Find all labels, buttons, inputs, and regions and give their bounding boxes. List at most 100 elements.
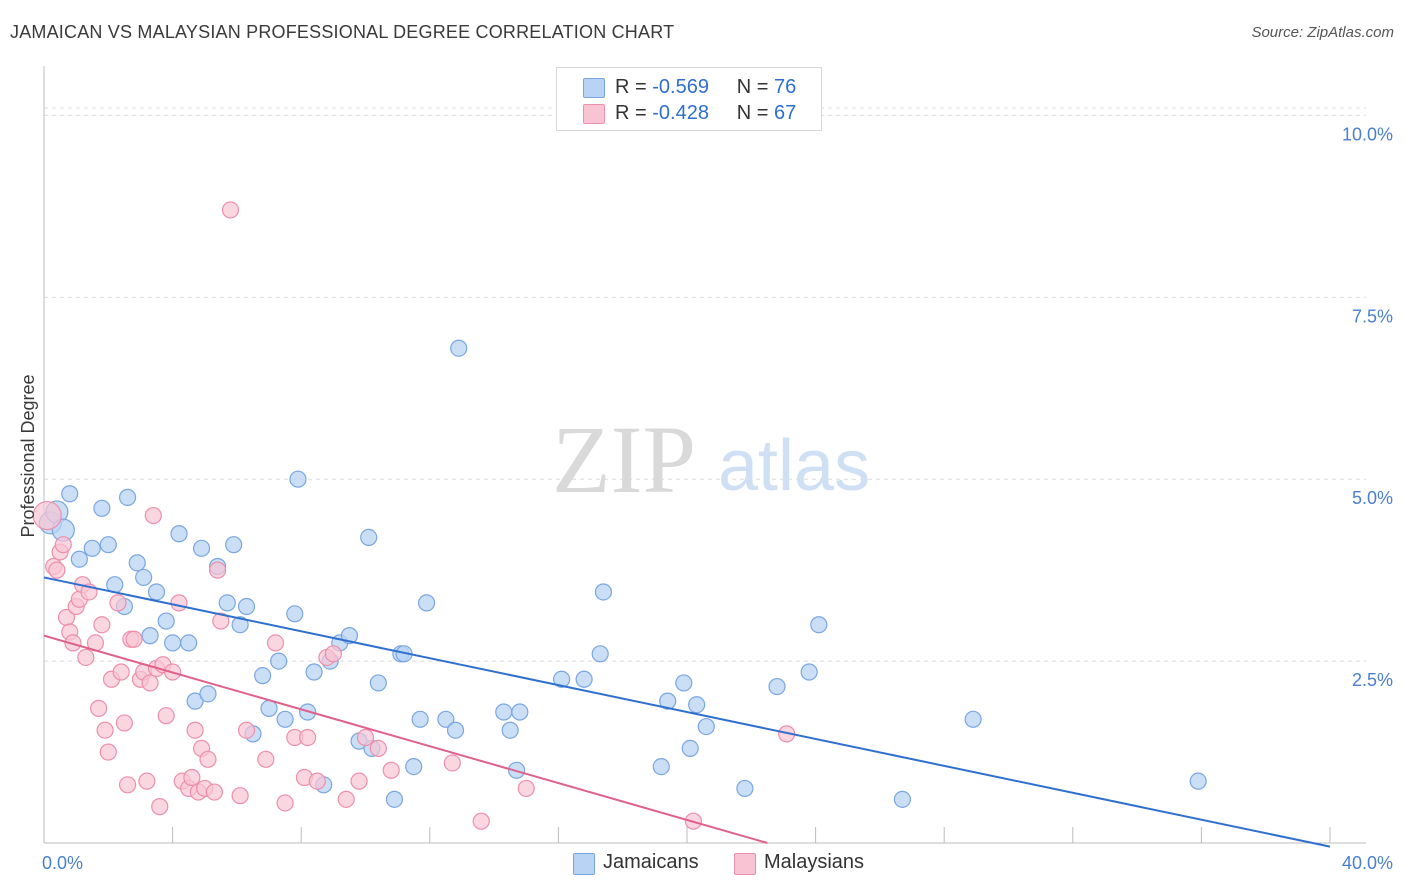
- jamaicans-point: [128, 554, 146, 572]
- jamaicans-point: [186, 692, 204, 710]
- jamaicans-point: [141, 627, 159, 645]
- jamaicans-point: [810, 616, 828, 634]
- source-label: Source: ZipAtlas.com: [1251, 24, 1394, 41]
- jamaicans-point: [218, 594, 236, 612]
- jamaicans-point: [405, 757, 423, 776]
- malaysians-point: [157, 707, 175, 725]
- jamaicans-point: [180, 634, 198, 652]
- jamaicans-point: [369, 674, 387, 692]
- jamaicans-trend-line: [43, 576, 1331, 848]
- malaysians-trend-line: [43, 634, 768, 844]
- malaysians-point: [237, 721, 256, 739]
- jamaicans-point: [511, 703, 529, 721]
- jamaicans-point: [157, 612, 175, 630]
- jamaicans-point: [289, 470, 307, 488]
- malaysians-point: [125, 630, 143, 648]
- jamaicans-point: [675, 674, 693, 692]
- jamaicans-point: [446, 721, 465, 739]
- malaysians-point: [183, 768, 201, 787]
- jamaicans-point: [70, 550, 88, 568]
- jamaicans-point: [659, 692, 677, 710]
- jamaicans-point: [231, 616, 249, 634]
- malaysians-point: [93, 616, 111, 634]
- malaysians-point: [356, 728, 375, 747]
- malaysians-n-value: 67: [774, 102, 797, 124]
- legend-text-jamaicans: R = -0.569 N = 76: [615, 76, 796, 99]
- malaysians-point: [138, 772, 156, 790]
- jamaicans-point: [652, 757, 670, 776]
- n-label: N =: [736, 102, 769, 124]
- x-tick-label: 40.0%: [1342, 853, 1393, 873]
- malaysians-point: [77, 648, 95, 667]
- malaysians-point: [350, 772, 368, 790]
- jamaicans-legend-label: Jamaicans: [603, 851, 699, 873]
- jamaicans-point: [260, 699, 278, 717]
- jamaicans-point: [800, 663, 818, 681]
- r-label: R =: [615, 76, 647, 98]
- malaysians-point: [443, 754, 461, 772]
- malaysians-point: [118, 776, 137, 794]
- malaysians-point: [517, 779, 535, 798]
- jamaicans-point: [893, 790, 912, 808]
- tick-labels: 2.5% 5.0% 7.5% 10.0% 0.0% 40.0%: [42, 124, 1393, 873]
- jamaicans-point: [594, 583, 613, 601]
- jamaicans-point: [964, 710, 982, 728]
- malaysians-point: [112, 663, 130, 681]
- jamaicans-r-value: -0.569: [652, 76, 709, 98]
- jamaicans-point: [437, 710, 455, 728]
- jamaicans-point: [61, 485, 79, 503]
- malaysians-swatch: [583, 104, 605, 124]
- n-label: N =: [736, 76, 769, 98]
- malaysians-point: [212, 612, 230, 630]
- malaysians-point: [324, 645, 342, 663]
- jamaicans-point: [495, 703, 513, 721]
- jamaicans-point: [83, 539, 101, 557]
- malaysians-point: [32, 500, 62, 531]
- malaysians-point: [109, 594, 127, 612]
- y-tick-label: 5.0%: [1352, 488, 1393, 508]
- y-tick-label: 2.5%: [1352, 670, 1393, 690]
- malaysians-points: [32, 201, 796, 830]
- malaysians-legend-label: Malaysians: [764, 851, 865, 873]
- malaysians-legend-swatch: [734, 853, 756, 875]
- malaysians-point: [231, 787, 249, 805]
- malaysians-point: [151, 798, 169, 816]
- jamaicans-point: [1189, 772, 1207, 790]
- malaysians-point: [221, 201, 240, 219]
- legend-text-malaysians: R = -0.428 N = 67: [615, 102, 796, 125]
- malaysians-point: [186, 721, 204, 739]
- malaysians-point: [99, 743, 117, 761]
- malaysians-point: [276, 794, 294, 812]
- malaysians-point: [144, 506, 162, 525]
- jamaicans-point: [553, 670, 571, 688]
- watermark-zip: ZIP: [552, 406, 696, 513]
- jamaicans-point: [93, 499, 111, 517]
- malaysians-point: [205, 783, 223, 801]
- jamaicans-n-value: 76: [774, 76, 797, 98]
- malaysians-point: [472, 812, 490, 830]
- jamaicans-point: [501, 721, 519, 739]
- jamaicans-point: [192, 539, 211, 557]
- jamaicans-swatch: [583, 78, 605, 98]
- jamaicans-point: [681, 739, 699, 758]
- jamaicans-point: [199, 685, 217, 703]
- chart-title: JAMAICAN VS MALAYSIAN PROFESSIONAL DEGRE…: [10, 22, 675, 42]
- malaysians-point: [308, 772, 326, 790]
- malaysians-point: [96, 721, 114, 739]
- jamaicans-point: [164, 634, 182, 652]
- malaysians-point: [170, 594, 188, 612]
- malaysians-point: [199, 750, 217, 768]
- jamaicans-point: [147, 583, 166, 601]
- x-tick-label: 0.0%: [42, 853, 83, 873]
- jamaicans-point: [170, 525, 188, 543]
- malaysians-point: [54, 536, 72, 554]
- malaysians-point: [369, 739, 387, 758]
- jamaicans-point: [688, 696, 706, 714]
- malaysians-point: [382, 761, 400, 779]
- stats-legend: R = -0.569 N = 76 R = -0.428 N = 67: [556, 67, 822, 131]
- r-label: R =: [615, 102, 647, 124]
- jamaicans-point: [118, 488, 137, 506]
- jamaicans-point: [254, 667, 272, 685]
- axes: [43, 66, 1366, 844]
